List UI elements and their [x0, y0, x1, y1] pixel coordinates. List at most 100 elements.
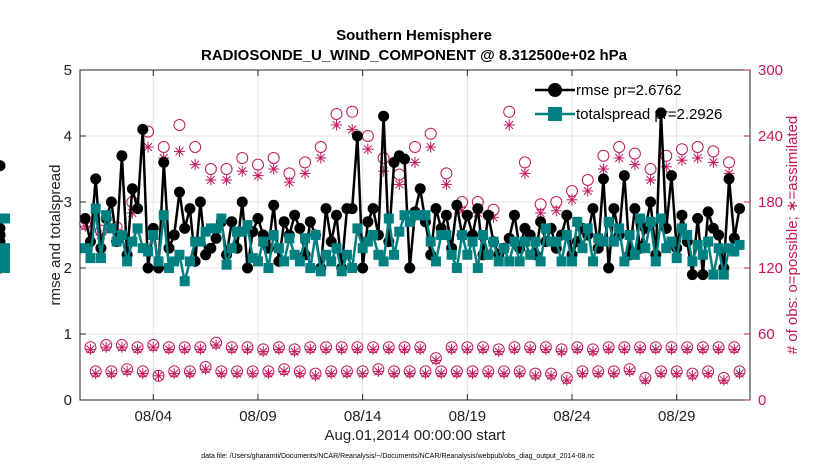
- rmse-point: [132, 203, 144, 215]
- assimilated-point: [362, 143, 374, 155]
- totalspread-point: [624, 230, 635, 240]
- assimilated-point: [252, 170, 264, 182]
- assimilated-point: [686, 370, 698, 382]
- totalspread-point: [273, 243, 284, 254]
- assimilated-stroke: [363, 144, 373, 154]
- assimilated-point: [425, 141, 437, 153]
- legend-rmse-label: rmse pr=2.6762: [576, 82, 681, 99]
- assimilated-point: [618, 343, 630, 355]
- assimilated-point: [153, 370, 165, 382]
- y-tick-label: 2: [64, 260, 72, 277]
- rmse-point: [330, 209, 342, 221]
- rmse-point: [210, 232, 222, 244]
- legend: rmse pr=2.6762 totalspread pr=2.2926: [535, 82, 722, 123]
- totalspread-point: [441, 230, 452, 240]
- assimilated-point: [383, 343, 395, 355]
- assimilated-stroke: [573, 345, 582, 354]
- assimilated-point: [294, 368, 306, 380]
- totalspread-point: [362, 236, 373, 247]
- assimilated-stroke: [374, 367, 383, 376]
- totalspread-point: [451, 263, 462, 273]
- totalspread-point: [90, 203, 101, 214]
- totalspread-point: [221, 259, 232, 270]
- totalspread-point: [106, 223, 117, 234]
- assimilated-stroke: [625, 367, 634, 376]
- rmse-point: [676, 209, 688, 221]
- assimilated-stroke: [552, 206, 561, 216]
- rmse-point: [346, 203, 358, 215]
- totalspread-point: [671, 253, 682, 264]
- assimilated-stroke: [693, 153, 702, 163]
- totalspread-point: [535, 256, 546, 267]
- rmse-point: [142, 262, 154, 274]
- assimilated-point: [121, 365, 133, 377]
- assimilated-stroke: [206, 175, 216, 185]
- assimilated-stroke: [211, 340, 221, 350]
- rmse-point: [482, 209, 494, 221]
- totalspread-point: [462, 249, 473, 260]
- totalspread-point: [472, 263, 483, 273]
- totalspread-point: [399, 210, 410, 221]
- assimilated-point: [226, 343, 238, 355]
- totalspread-point: [389, 249, 400, 260]
- x-tick-label: 08/14: [344, 408, 382, 425]
- assimilated-stroke: [415, 345, 425, 354]
- totalspread-point: [0, 263, 10, 273]
- possible-point: [377, 152, 390, 164]
- assimilated-point: [697, 343, 709, 355]
- totalspread-point: [352, 223, 363, 234]
- totalspread-point: [676, 223, 687, 234]
- assimilated-stroke: [682, 345, 692, 354]
- totalspread-point: [174, 249, 185, 260]
- totalspread-point: [127, 236, 138, 247]
- plot-frame: [79, 69, 751, 401]
- possible-point: [503, 105, 516, 118]
- totalspread-point: [567, 256, 578, 267]
- assimilated-stroke: [578, 369, 587, 378]
- assimilated-stroke: [609, 369, 619, 378]
- totalspread-point: [415, 210, 426, 221]
- rmse-point: [618, 170, 630, 182]
- totalspread-point: [603, 216, 614, 227]
- rmse-point: [451, 199, 463, 211]
- rmse-point: [472, 203, 484, 215]
- assimilated-stroke: [709, 158, 718, 167]
- x-tick-label: 08/04: [135, 408, 173, 425]
- assimilated-point: [310, 370, 322, 382]
- assimilated-stroke: [238, 166, 247, 176]
- totalspread-point: [561, 230, 572, 240]
- assimilated-stroke: [599, 164, 608, 174]
- totalspread-point: [378, 256, 389, 267]
- totalspread-point: [582, 223, 593, 234]
- legend-spread-marker: [548, 107, 562, 121]
- y2-tick-label: 0: [758, 392, 766, 409]
- assimilated-stroke: [274, 345, 284, 354]
- possible-point: [236, 152, 249, 164]
- totalspread-point: [258, 236, 269, 247]
- rmse-point: [597, 173, 609, 185]
- y2-tick-label: 180: [758, 194, 783, 211]
- possible-point: [173, 119, 186, 131]
- assimilated-point: [461, 343, 473, 355]
- assimilated-point: [692, 152, 704, 164]
- chart-subtitle: RADIOSONDE_U_WIND_COMPONENT @ 8.312500e+…: [201, 47, 628, 64]
- assimilated-stroke: [541, 345, 551, 354]
- rmse-point: [163, 242, 175, 254]
- assimilated-point: [503, 119, 515, 131]
- obs-count-series: [79, 105, 746, 386]
- assimilated-stroke: [258, 347, 268, 356]
- totalspread-point: [478, 230, 489, 240]
- assimilated-point: [105, 368, 117, 380]
- assimilated-point: [524, 343, 536, 355]
- assimilated-stroke: [588, 347, 598, 356]
- rmse-spread-series: [0, 107, 746, 287]
- assimilated-point: [378, 165, 390, 177]
- rmse-point: [686, 269, 698, 281]
- rmse-point: [116, 150, 128, 162]
- x-tick-label: 08/24: [553, 408, 591, 425]
- totalspread-point: [284, 233, 295, 244]
- assimilated-point: [671, 368, 683, 380]
- assimilated-stroke: [677, 155, 687, 165]
- assimilated-point: [320, 343, 332, 355]
- assimilated-point: [681, 343, 693, 355]
